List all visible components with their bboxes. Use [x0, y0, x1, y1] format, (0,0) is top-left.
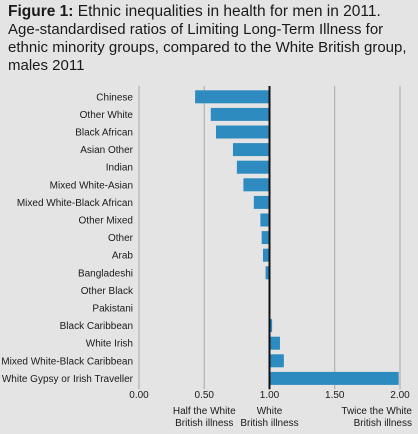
bar — [269, 354, 284, 368]
bar — [243, 178, 270, 192]
bar — [262, 248, 270, 262]
category-label: Other — [108, 233, 134, 244]
axis-annotation: British illness — [354, 418, 412, 429]
category-label: Other Black — [81, 286, 134, 297]
bar — [260, 213, 270, 227]
category-label: Black Caribbean — [60, 321, 133, 332]
category-label: Black African — [75, 128, 133, 139]
figure-label: Figure 1: — [8, 3, 74, 20]
category-label: Indian — [106, 163, 133, 174]
axis-annotation: Half the White — [173, 406, 236, 417]
category-label: Mixed White-Black Caribbean — [1, 356, 133, 367]
x-tick-label: 0.50 — [195, 390, 215, 401]
figure-subtitle: Age-standardised ratios of Limiting Long… — [8, 21, 407, 74]
x-tick-label: 1.50 — [325, 390, 345, 401]
bar — [269, 319, 273, 333]
bar — [253, 195, 270, 209]
bar — [195, 90, 270, 104]
bar — [210, 107, 270, 121]
category-label: Chinese — [96, 92, 133, 103]
bar — [269, 336, 280, 350]
bar — [215, 125, 270, 139]
x-tick-label: 1.00 — [260, 390, 280, 401]
axis-annotation: British illness — [240, 418, 298, 429]
category-label: White Irish — [86, 339, 133, 350]
bar — [261, 231, 270, 245]
figure-title-text: Ethnic inequalities in health for men in… — [77, 3, 381, 20]
category-label: Other Mixed — [79, 216, 133, 227]
axis-annotation: British illness — [175, 418, 233, 429]
category-label: Arab — [112, 251, 134, 262]
category-label: Other White — [80, 110, 134, 121]
bar — [232, 143, 270, 157]
axis-annotation: White — [257, 406, 283, 417]
category-label: Mixed White-Asian — [50, 180, 133, 191]
category-label: Mixed White-Black African — [17, 198, 133, 209]
bar — [236, 160, 270, 174]
title-block: Figure 1: Ethnic inequalities in health … — [8, 3, 412, 75]
bar — [269, 371, 399, 385]
axis-annotation: Twice the White — [341, 406, 412, 417]
x-tick-label: 2.00 — [390, 390, 410, 401]
category-label: Pakistani — [92, 304, 133, 315]
category-label: White Gypsy or Irish Traveller — [2, 374, 134, 385]
category-label: Asian Other — [80, 145, 133, 156]
category-label: Bangladeshi — [78, 268, 133, 279]
bar — [265, 266, 270, 280]
x-tick-label: 0.00 — [129, 390, 149, 401]
figure-title: Figure 1: Ethnic inequalities in health … — [8, 3, 412, 21]
